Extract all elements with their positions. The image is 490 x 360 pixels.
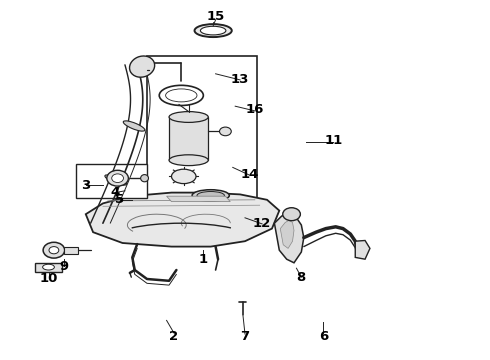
Ellipse shape xyxy=(169,155,208,166)
Text: 4: 4 xyxy=(111,186,120,199)
Text: 8: 8 xyxy=(297,271,306,284)
Ellipse shape xyxy=(172,169,196,184)
Text: 7: 7 xyxy=(241,330,249,343)
Polygon shape xyxy=(274,214,304,263)
Text: 11: 11 xyxy=(324,134,343,147)
Ellipse shape xyxy=(192,190,229,201)
Ellipse shape xyxy=(43,242,65,258)
Text: 5: 5 xyxy=(116,193,124,206)
Ellipse shape xyxy=(43,264,54,270)
Polygon shape xyxy=(35,263,62,272)
Ellipse shape xyxy=(141,175,148,182)
Ellipse shape xyxy=(123,121,145,131)
Text: 2: 2 xyxy=(170,330,178,343)
Text: 9: 9 xyxy=(59,260,68,273)
Polygon shape xyxy=(86,193,279,247)
Bar xyxy=(147,56,257,200)
Polygon shape xyxy=(64,247,78,254)
Ellipse shape xyxy=(169,112,208,122)
Ellipse shape xyxy=(159,85,203,105)
Text: 12: 12 xyxy=(253,217,271,230)
Polygon shape xyxy=(355,240,370,259)
Ellipse shape xyxy=(283,208,300,221)
Ellipse shape xyxy=(105,175,126,185)
Ellipse shape xyxy=(49,247,59,254)
Ellipse shape xyxy=(220,127,231,136)
Ellipse shape xyxy=(195,24,232,37)
Bar xyxy=(76,164,147,198)
Polygon shape xyxy=(167,196,230,202)
Text: 6: 6 xyxy=(319,330,328,343)
Polygon shape xyxy=(169,117,208,160)
Polygon shape xyxy=(280,220,294,248)
Ellipse shape xyxy=(112,174,123,183)
Text: 13: 13 xyxy=(231,73,249,86)
Text: 10: 10 xyxy=(40,273,58,285)
Ellipse shape xyxy=(129,56,155,77)
Ellipse shape xyxy=(200,26,226,35)
Text: 16: 16 xyxy=(245,103,264,116)
Text: 14: 14 xyxy=(241,168,259,181)
Ellipse shape xyxy=(197,192,224,199)
Text: 1: 1 xyxy=(199,253,208,266)
Ellipse shape xyxy=(166,89,197,102)
Ellipse shape xyxy=(107,170,128,186)
Text: 15: 15 xyxy=(206,10,225,23)
Text: 3: 3 xyxy=(81,179,90,192)
